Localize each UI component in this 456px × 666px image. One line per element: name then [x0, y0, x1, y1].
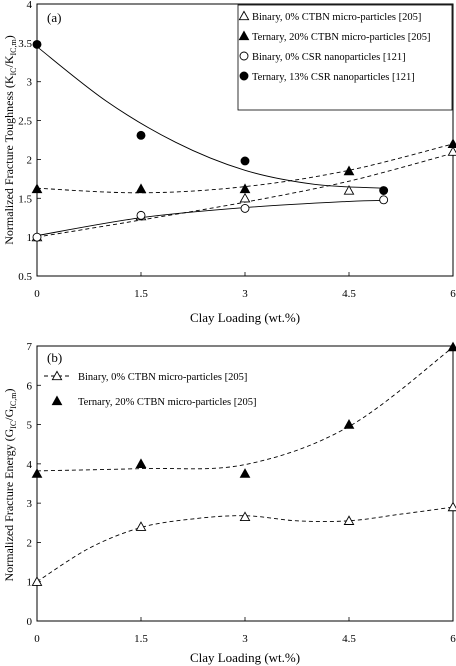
legend-marker — [51, 370, 63, 381]
x-tick-label: 1.5 — [134, 288, 148, 300]
legend-item: Ternary, 20% CTBN micro-particles [205] — [238, 30, 431, 43]
data-points — [31, 39, 456, 242]
legend-marker — [239, 51, 249, 61]
y-tick-label: 2 — [27, 154, 33, 166]
y-tick-label: 1 — [27, 577, 33, 589]
data-point-series-2 — [135, 458, 147, 468]
trend-line-series-3 — [36, 200, 384, 237]
y-tick-label: 2 — [27, 537, 33, 549]
y-tick-label: 0 — [27, 616, 33, 628]
trend-line-series-1 — [36, 506, 454, 583]
data-point-series-3 — [32, 232, 42, 242]
x-axis-label: Clay Loading (wt.%) — [190, 650, 300, 665]
y-tick-label: 7 — [27, 341, 33, 353]
panel-a-fracture-toughness: (a) Normalized Fracture Toughness (KIC/K… — [2, 0, 456, 325]
data-point-series-4 — [379, 186, 389, 195]
trend-line-series-2 — [36, 346, 454, 472]
y-tick-label: 3 — [27, 498, 33, 510]
data-point-series-4 — [32, 39, 42, 49]
data-point-series-2 — [135, 183, 147, 194]
data-point-series-2 — [31, 468, 43, 478]
y-tick-label: 2.5 — [18, 116, 32, 128]
data-point-series-2 — [447, 341, 456, 352]
legend-marker — [238, 30, 250, 41]
legend-item: Binary, 0% CTBN micro-particles [205] — [238, 10, 421, 23]
legend-item: Ternary, 13% CSR nanoparticles [121] — [239, 71, 415, 83]
data-point-series-2 — [239, 468, 251, 478]
x-tick-label: 0 — [34, 288, 40, 300]
x-tick-label: 6 — [450, 288, 456, 300]
data-point-series-1 — [343, 184, 355, 195]
panel-label: (b) — [47, 350, 62, 365]
panel-b-fracture-energy: (b) Normalized Fracture Energy (GIC/GIC,… — [2, 341, 456, 665]
x-tick-label: 1.5 — [134, 633, 148, 645]
x-tick-label: 4.5 — [342, 288, 356, 300]
legend-items: Binary, 0% CTBN micro-particles [205] Ter… — [238, 10, 431, 83]
legend: Binary, 0% CTBN micro-particles [205] Ter… — [44, 370, 257, 408]
data-point-series-3 — [379, 195, 389, 205]
legend-items: Binary, 0% CTBN micro-particles [205] Ter… — [44, 370, 257, 408]
plot-frame — [36, 345, 454, 622]
data-point-series-4 — [240, 156, 250, 166]
trend-lines — [36, 346, 454, 583]
y-tick-label: 3 — [27, 77, 33, 89]
data-point-series-2 — [343, 165, 355, 176]
data-point-series-1 — [239, 511, 251, 522]
legend: Binary, 0% CTBN micro-particles [205] Ter… — [237, 4, 453, 111]
y-tick-label: 1.5 — [18, 193, 32, 205]
legend-label: Binary, 0% CSR nanoparticles [121] — [252, 52, 406, 63]
legend-item: Binary, 0% CSR nanoparticles [121] — [239, 51, 406, 63]
trend-line-series-4 — [36, 46, 384, 189]
y-tick-label: 6 — [27, 380, 33, 392]
y-axis-label: Normalized Fracture Energy (GIC/GIC,m) — [2, 389, 18, 582]
x-tick-label: 0 — [34, 633, 40, 645]
legend-label: Binary, 0% CTBN micro-particles [205] — [78, 372, 247, 383]
legend-label: Binary, 0% CTBN micro-particles [205] — [252, 12, 421, 23]
data-point-series-2 — [239, 183, 251, 194]
y-tick-label: 4 — [27, 0, 33, 11]
panel-label: (a) — [47, 10, 61, 25]
data-point-series-1 — [135, 521, 147, 531]
x-tick-label: 4.5 — [342, 633, 356, 645]
x-axis-label: Clay Loading (wt.%) — [190, 310, 300, 325]
legend-label: Ternary, 20% CTBN micro-particles [205] — [78, 397, 257, 408]
y-tick-label: 4 — [27, 459, 33, 471]
legend-box — [237, 4, 453, 111]
data-point-series-2 — [447, 138, 456, 149]
legend-item: Binary, 0% CTBN micro-particles [205] — [44, 370, 247, 383]
data-point-series-2 — [31, 183, 43, 194]
data-point-series-3 — [240, 203, 250, 213]
data-point-series-1 — [447, 501, 456, 512]
data-point-series-1 — [447, 146, 456, 156]
data-point-series-1 — [239, 192, 251, 203]
axes: 0 1.5 3 4.5 6 0 1 2 3 4 5 6 7 — [27, 341, 456, 645]
data-point-series-3 — [136, 210, 146, 220]
x-tick-label: 3 — [242, 633, 248, 645]
legend-label: Ternary, 20% CTBN micro-particles [205] — [252, 32, 431, 43]
x-tick-label: 3 — [242, 288, 248, 300]
data-point-series-1 — [31, 576, 43, 586]
y-tick-label: 0.5 — [18, 271, 32, 283]
x-tick-label: 6 — [450, 633, 456, 645]
data-points — [31, 341, 456, 586]
y-tick-label: 1 — [27, 232, 33, 244]
y-axis-label: Normalized Fracture Toughness (KIC/KIC,m… — [2, 35, 18, 244]
data-point-series-4 — [136, 130, 146, 140]
legend-label: Ternary, 13% CSR nanoparticles [121] — [252, 72, 415, 83]
y-tick-label: 3.5 — [18, 38, 32, 50]
data-point-series-2 — [343, 419, 355, 429]
legend-marker — [238, 10, 250, 21]
data-point-series-1 — [343, 515, 355, 525]
y-tick-label: 5 — [27, 420, 33, 432]
legend-marker — [239, 71, 249, 81]
legend-marker — [51, 395, 63, 406]
legend-item: Ternary, 20% CTBN micro-particles [205] — [51, 395, 257, 408]
